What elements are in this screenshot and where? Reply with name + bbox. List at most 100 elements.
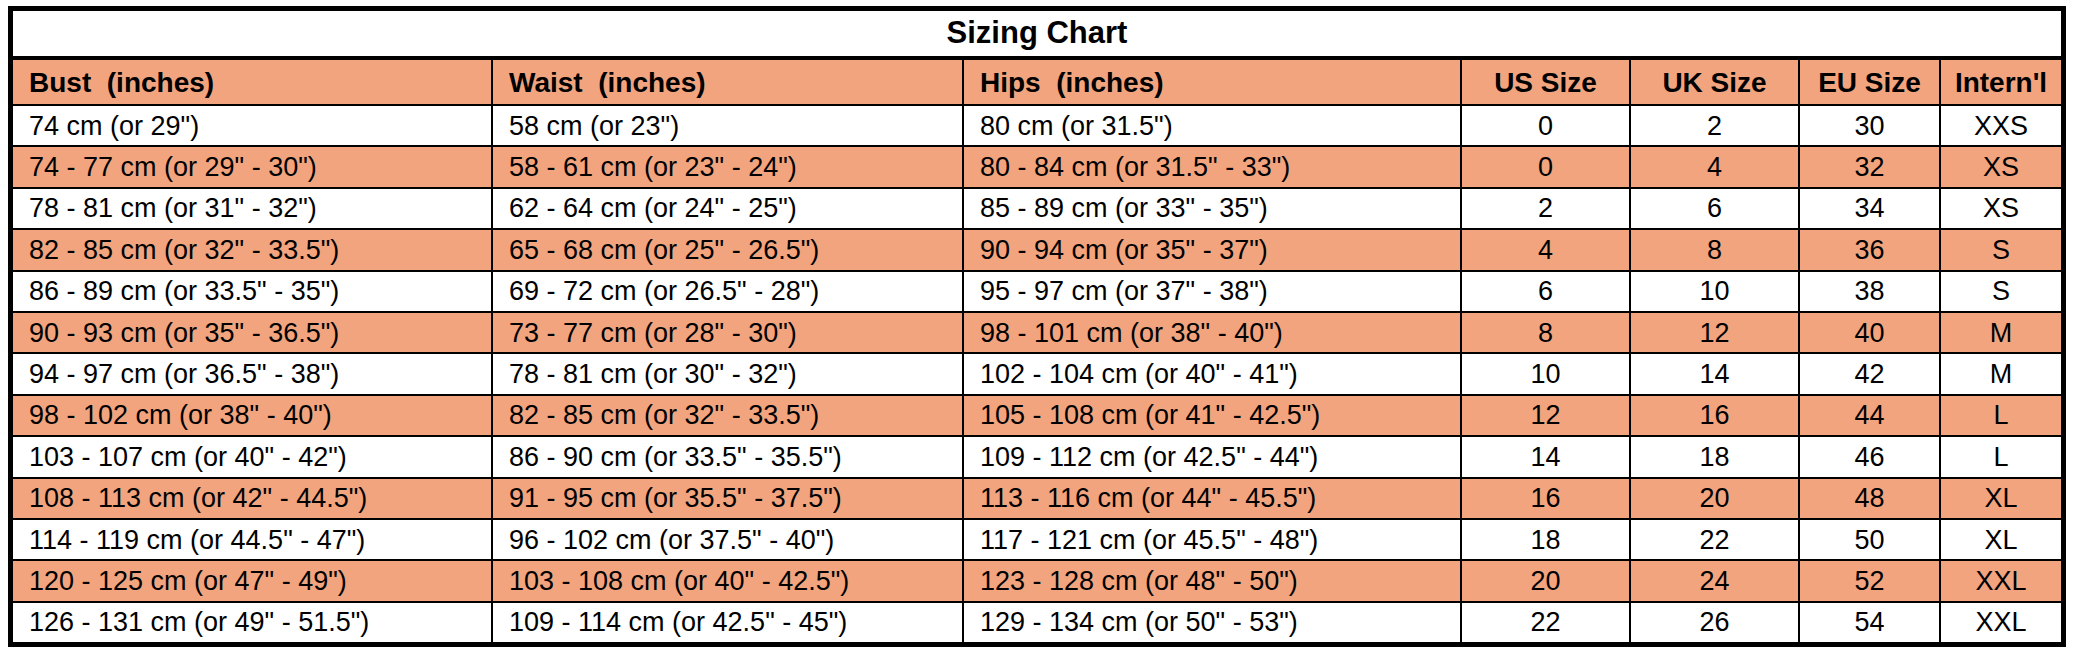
table-cell-hips: 113 - 116 cm (or 44" - 45.5") (964, 479, 1462, 518)
table-cell-intl: XS (1941, 147, 2061, 186)
table-cell-intl: L (1941, 437, 2061, 476)
table-row: 108 - 113 cm (or 42" - 44.5")91 - 95 cm … (13, 479, 2061, 520)
table-cell-us-size: 22 (1462, 603, 1631, 642)
table-cell-hips: 85 - 89 cm (or 33" - 35") (964, 189, 1462, 228)
table-cell-eu-size: 54 (1800, 603, 1941, 642)
table-cell-uk-size: 18 (1631, 437, 1800, 476)
table-cell-waist: 78 - 81 cm (or 30" - 32") (493, 354, 964, 393)
table-cell-uk-size: 14 (1631, 354, 1800, 393)
header-cell-bust: Bust (inches) (13, 60, 493, 104)
table-cell-intl: M (1941, 354, 2061, 393)
table-cell-hips: 129 - 134 cm (or 50" - 53") (964, 603, 1462, 642)
header-cell-intl: Intern'l (1941, 60, 2061, 104)
table-cell-eu-size: 30 (1800, 106, 1941, 145)
table-cell-intl: XXL (1941, 603, 2061, 642)
table-row: 78 - 81 cm (or 31" - 32")62 - 64 cm (or … (13, 189, 2061, 230)
table-title: Sizing Chart (947, 17, 1128, 50)
table-cell-bust: 82 - 85 cm (or 32" - 33.5") (13, 230, 493, 269)
table-cell-us-size: 6 (1462, 272, 1631, 311)
table-cell-bust: 126 - 131 cm (or 49" - 51.5") (13, 603, 493, 642)
table-cell-us-size: 4 (1462, 230, 1631, 269)
table-cell-intl: S (1941, 272, 2061, 311)
table-cell-eu-size: 44 (1800, 396, 1941, 435)
table-cell-eu-size: 40 (1800, 313, 1941, 352)
table-cell-eu-size: 52 (1800, 561, 1941, 600)
table-cell-eu-size: 34 (1800, 189, 1941, 228)
table-cell-bust: 74 - 77 cm (or 29" - 30") (13, 147, 493, 186)
table-cell-us-size: 0 (1462, 106, 1631, 145)
table-cell-waist: 86 - 90 cm (or 33.5" - 35.5") (493, 437, 964, 476)
table-cell-eu-size: 32 (1800, 147, 1941, 186)
table-cell-waist: 62 - 64 cm (or 24" - 25") (493, 189, 964, 228)
table-cell-uk-size: 8 (1631, 230, 1800, 269)
table-row: 98 - 102 cm (or 38" - 40")82 - 85 cm (or… (13, 396, 2061, 437)
table-cell-us-size: 14 (1462, 437, 1631, 476)
table-cell-intl: XL (1941, 520, 2061, 559)
header-cell-waist: Waist (inches) (493, 60, 964, 104)
table-cell-hips: 98 - 101 cm (or 38" - 40") (964, 313, 1462, 352)
table-cell-uk-size: 26 (1631, 603, 1800, 642)
table-row: 86 - 89 cm (or 33.5" - 35")69 - 72 cm (o… (13, 272, 2061, 313)
table-row: 74 cm (or 29")58 cm (or 23")80 cm (or 31… (13, 106, 2061, 147)
table-row: 114 - 119 cm (or 44.5" - 47")96 - 102 cm… (13, 520, 2061, 561)
table-cell-uk-size: 4 (1631, 147, 1800, 186)
table-cell-us-size: 20 (1462, 561, 1631, 600)
table-cell-bust: 90 - 93 cm (or 35" - 36.5") (13, 313, 493, 352)
table-header-row: Bust (inches)Waist (inches)Hips (inches)… (13, 60, 2061, 106)
table-cell-hips: 95 - 97 cm (or 37" - 38") (964, 272, 1462, 311)
table-row: 120 - 125 cm (or 47" - 49")103 - 108 cm … (13, 561, 2061, 602)
sizing-chart-table: Sizing Chart Bust (inches)Waist (inches)… (8, 6, 2066, 647)
table-cell-waist: 96 - 102 cm (or 37.5" - 40") (493, 520, 964, 559)
table-cell-bust: 74 cm (or 29") (13, 106, 493, 145)
table-cell-uk-size: 20 (1631, 479, 1800, 518)
table-cell-intl: XXL (1941, 561, 2061, 600)
table-cell-waist: 58 cm (or 23") (493, 106, 964, 145)
table-cell-us-size: 16 (1462, 479, 1631, 518)
table-row: 90 - 93 cm (or 35" - 36.5")73 - 77 cm (o… (13, 313, 2061, 354)
table-cell-hips: 105 - 108 cm (or 41" - 42.5") (964, 396, 1462, 435)
table-cell-uk-size: 24 (1631, 561, 1800, 600)
table-cell-hips: 117 - 121 cm (or 45.5" - 48") (964, 520, 1462, 559)
table-cell-us-size: 2 (1462, 189, 1631, 228)
table-cell-us-size: 12 (1462, 396, 1631, 435)
table-cell-hips: 109 - 112 cm (or 42.5" - 44") (964, 437, 1462, 476)
table-body: 74 cm (or 29")58 cm (or 23")80 cm (or 31… (13, 106, 2061, 642)
table-cell-intl: XS (1941, 189, 2061, 228)
header-cell-uk-size: UK Size (1631, 60, 1800, 104)
table-cell-bust: 98 - 102 cm (or 38" - 40") (13, 396, 493, 435)
table-cell-uk-size: 22 (1631, 520, 1800, 559)
table-cell-uk-size: 6 (1631, 189, 1800, 228)
table-cell-bust: 103 - 107 cm (or 40" - 42") (13, 437, 493, 476)
table-cell-intl: XXS (1941, 106, 2061, 145)
table-cell-waist: 73 - 77 cm (or 28" - 30") (493, 313, 964, 352)
table-cell-bust: 108 - 113 cm (or 42" - 44.5") (13, 479, 493, 518)
table-cell-uk-size: 16 (1631, 396, 1800, 435)
table-cell-waist: 82 - 85 cm (or 32" - 33.5") (493, 396, 964, 435)
table-cell-eu-size: 38 (1800, 272, 1941, 311)
table-cell-waist: 103 - 108 cm (or 40" - 42.5") (493, 561, 964, 600)
table-row: 126 - 131 cm (or 49" - 51.5")109 - 114 c… (13, 603, 2061, 642)
table-cell-uk-size: 10 (1631, 272, 1800, 311)
table-cell-waist: 65 - 68 cm (or 25" - 26.5") (493, 230, 964, 269)
table-cell-us-size: 18 (1462, 520, 1631, 559)
table-row: 74 - 77 cm (or 29" - 30")58 - 61 cm (or … (13, 147, 2061, 188)
table-cell-hips: 123 - 128 cm (or 48" - 50") (964, 561, 1462, 600)
table-cell-waist: 58 - 61 cm (or 23" - 24") (493, 147, 964, 186)
table-row: 82 - 85 cm (or 32" - 33.5")65 - 68 cm (o… (13, 230, 2061, 271)
table-cell-uk-size: 12 (1631, 313, 1800, 352)
table-cell-hips: 80 cm (or 31.5") (964, 106, 1462, 145)
table-cell-waist: 91 - 95 cm (or 35.5" - 37.5") (493, 479, 964, 518)
table-cell-eu-size: 42 (1800, 354, 1941, 393)
table-cell-hips: 80 - 84 cm (or 31.5" - 33") (964, 147, 1462, 186)
table-cell-bust: 78 - 81 cm (or 31" - 32") (13, 189, 493, 228)
table-cell-eu-size: 36 (1800, 230, 1941, 269)
table-cell-us-size: 8 (1462, 313, 1631, 352)
table-cell-intl: XL (1941, 479, 2061, 518)
header-cell-eu-size: EU Size (1800, 60, 1941, 104)
table-cell-bust: 86 - 89 cm (or 33.5" - 35") (13, 272, 493, 311)
table-cell-bust: 94 - 97 cm (or 36.5" - 38") (13, 354, 493, 393)
table-cell-uk-size: 2 (1631, 106, 1800, 145)
table-row: 94 - 97 cm (or 36.5" - 38")78 - 81 cm (o… (13, 354, 2061, 395)
table-cell-intl: L (1941, 396, 2061, 435)
table-cell-us-size: 10 (1462, 354, 1631, 393)
